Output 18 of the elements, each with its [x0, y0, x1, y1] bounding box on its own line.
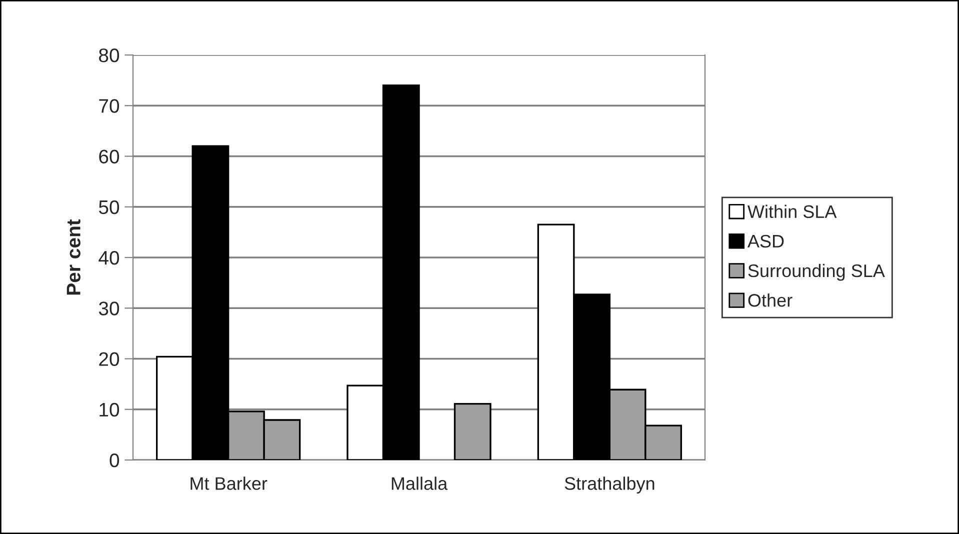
y-tick-label: 80	[99, 48, 120, 62]
bar	[454, 402, 492, 460]
x-tick-label: Mt Barker	[190, 476, 268, 490]
y-tick-label: 10	[100, 402, 120, 417]
y-tick-label: 30	[98, 302, 120, 316]
x-tick-label: Mallala	[392, 476, 448, 490]
x-tick-label: Strathalbyn	[564, 476, 654, 494]
legend-label: Other	[748, 293, 792, 307]
legend-label: ASD	[747, 234, 784, 248]
legend-label: Within SLA	[748, 204, 837, 218]
y-tick-label: 40	[98, 250, 120, 265]
legend-label: Surrounding SLA	[748, 264, 885, 281]
y-tick-label: 70	[99, 99, 120, 113]
y-tick-label: 60	[99, 150, 120, 164]
y-tick-label: 50	[98, 200, 120, 214]
y-axis-title: Per cent	[66, 219, 80, 295]
y-tick-label: 20	[99, 352, 120, 366]
y-tick-label: 0	[110, 453, 120, 468]
